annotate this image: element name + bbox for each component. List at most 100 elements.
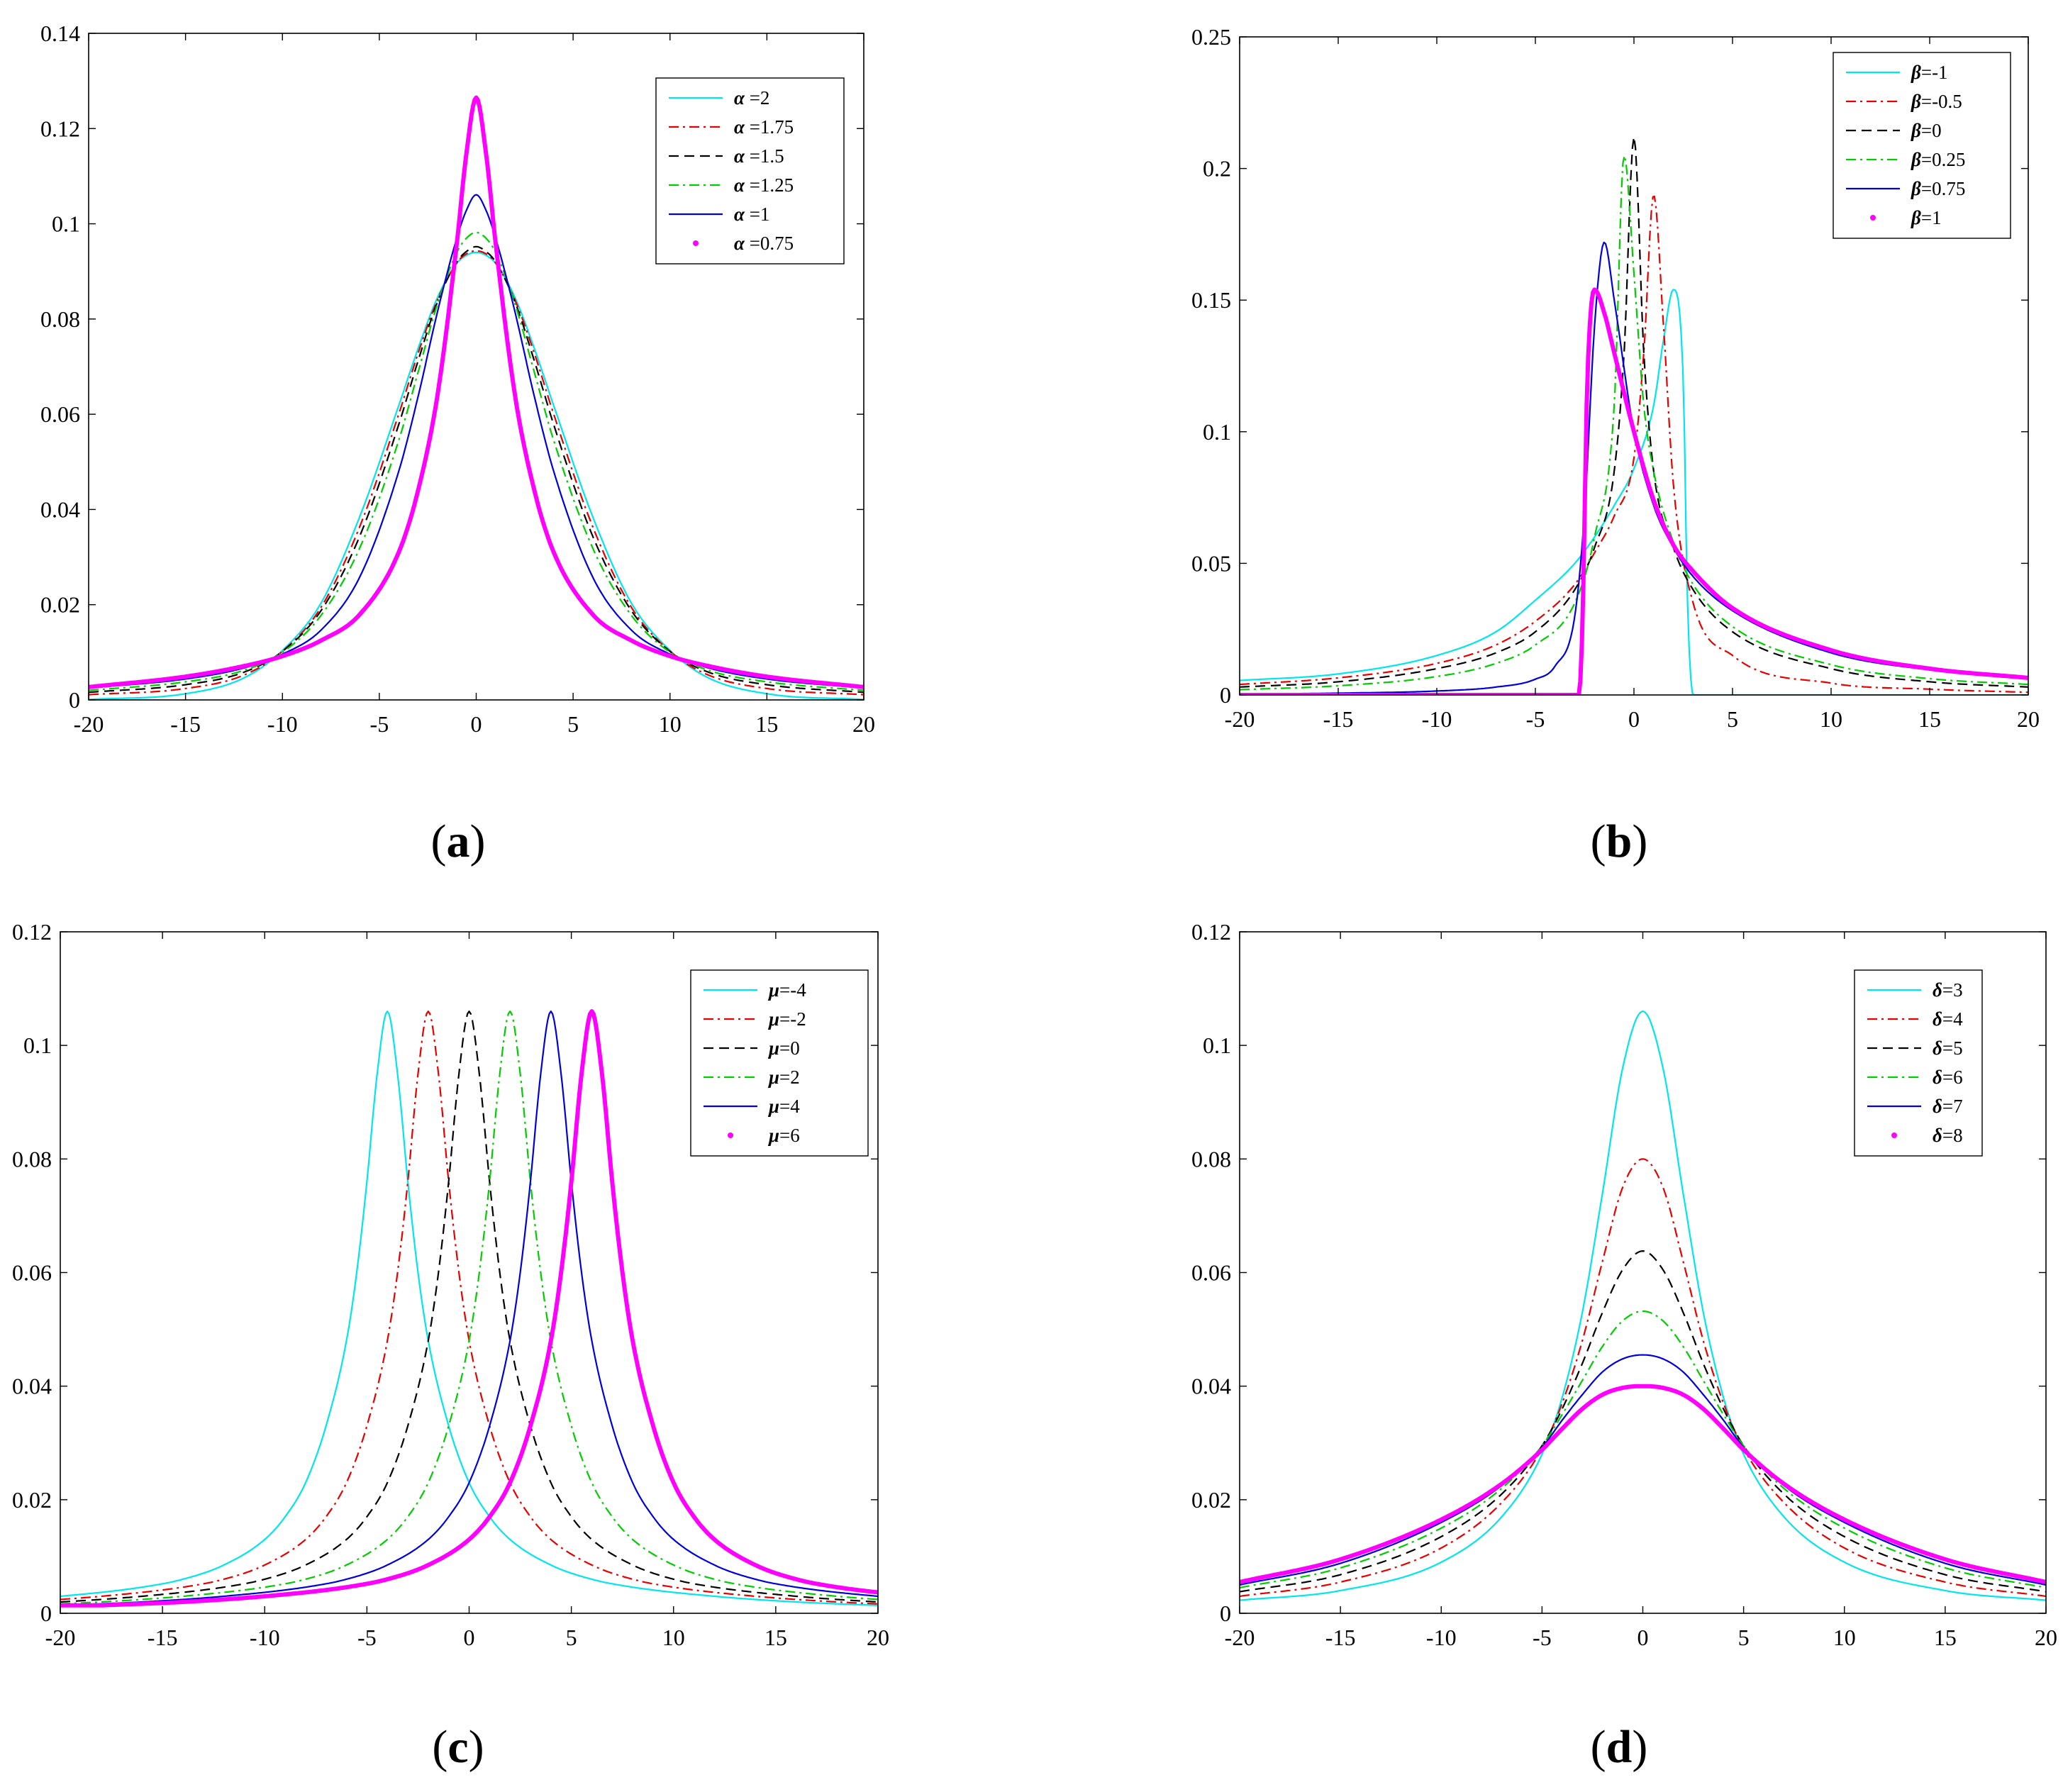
legend-value: =6 (1942, 1067, 1963, 1088)
legend-entry: α =0.75 (734, 233, 794, 254)
legend-marker (1870, 215, 1876, 221)
x-tick-label: -5 (1533, 1625, 1552, 1650)
legend-symbol: μ (767, 1037, 779, 1059)
series-line-2 (1240, 1158, 2046, 1598)
series-line-1 (89, 251, 864, 700)
series-line-6 (60, 1009, 878, 1608)
legend-entry: α =1.75 (734, 116, 794, 138)
legend-entry: μ=6 (767, 1125, 800, 1146)
legend: α =2α =1.75α =1.5α =1.25α =1α =0.75 (655, 77, 845, 265)
legend-symbol: α (734, 204, 745, 225)
legend-value: =6 (779, 1125, 800, 1146)
y-tick-label: 0.12 (40, 116, 80, 141)
legend-value: =0 (779, 1037, 800, 1059)
legend-value: =1 (745, 204, 769, 225)
y-tick-label: 0.06 (1191, 1260, 1231, 1286)
legend-value: =0 (1921, 120, 1942, 141)
y-tick-label: 0 (1220, 1601, 1231, 1626)
legend-entry: μ=2 (767, 1067, 800, 1088)
series-line-4 (1240, 155, 2028, 691)
x-tick-label: -5 (357, 1625, 377, 1650)
legend-value: =4 (779, 1096, 800, 1117)
legend-value: =5 (1942, 1037, 1963, 1059)
y-tick-label: 0.1 (52, 211, 80, 237)
chart-a: -20 -15 -10 -5 0 5 10 15 20 0 0.02 0.04 0.06 0.08 0.1 0… (40, 21, 875, 867)
y-tick-label: 0.1 (1203, 1033, 1231, 1058)
series-line-6 (1240, 1384, 2046, 1584)
y-tick-label: 0.25 (1191, 24, 1231, 50)
x-tick-label: 0 (464, 1625, 475, 1650)
legend-value: =8 (1942, 1125, 1963, 1146)
x-tick-label: 10 (659, 711, 682, 737)
legend-value: =4 (1942, 1008, 1963, 1030)
x-tick-label: 5 (1727, 706, 1738, 732)
subfigure-caption: (c) (432, 1721, 484, 1773)
legend-symbol: β (1911, 91, 1921, 112)
legend-entry: β=0 (1911, 120, 1942, 141)
legend-entry: β=1 (1911, 207, 1942, 228)
legend-marker (693, 240, 699, 246)
legend-value: =-0.5 (1921, 91, 1962, 112)
legend-entry: α =1 (734, 204, 769, 225)
legend-value: =1.75 (745, 116, 794, 138)
legend-symbol: μ (767, 1008, 779, 1030)
x-tick-label: -20 (1225, 706, 1255, 732)
x-tick-label: -15 (170, 711, 201, 737)
series-line-3 (1240, 1250, 2046, 1593)
series-line-5 (60, 1010, 878, 1606)
legend-value: =7 (1942, 1096, 1963, 1117)
legend-symbol: α (734, 87, 745, 108)
y-tick-label: 0.04 (12, 1374, 52, 1399)
x-tick-label: 20 (852, 711, 875, 737)
y-tick-label: 0.05 (1191, 550, 1231, 576)
subfigure-caption: (a) (431, 816, 486, 867)
y-tick-label: 0.02 (1191, 1487, 1231, 1513)
legend-marker (728, 1132, 733, 1138)
series-line-5 (89, 194, 864, 689)
y-tick-label: 0.1 (23, 1033, 52, 1058)
plot-area (60, 1009, 878, 1608)
legend-value: =-1 (1921, 62, 1948, 83)
x-tick-label: -5 (370, 711, 389, 737)
series-line-4 (1240, 1310, 2046, 1589)
legend: μ=-4μ=-2μ=0μ=2μ=4μ=6 (690, 969, 869, 1157)
legend-value: =0.75 (745, 233, 794, 254)
legend-entry: α =1.5 (734, 145, 784, 167)
legend-symbol: α (734, 145, 745, 167)
legend-value: =1.25 (745, 174, 794, 196)
legend-marker (1891, 1132, 1897, 1138)
x-tick-label: 20 (867, 1625, 889, 1650)
y-tick-label: 0.15 (1191, 287, 1231, 313)
x-tick-label: 10 (1820, 706, 1842, 732)
x-tick-label: 10 (662, 1625, 685, 1650)
plot-area (1240, 1010, 2046, 1601)
y-tick-label: 0.14 (40, 21, 80, 46)
legend-symbol: α (734, 174, 745, 196)
x-tick-label: -20 (1225, 1625, 1255, 1650)
legend-symbol: β (1911, 149, 1921, 170)
x-tick-label: -15 (1323, 706, 1354, 732)
legend-value: =1 (1921, 207, 1942, 228)
series-line-3 (1240, 136, 2028, 688)
legend-symbol: δ (1933, 1037, 1942, 1059)
x-tick-label: 0 (1637, 1625, 1649, 1650)
legend-entry: μ=0 (767, 1037, 800, 1059)
legend-value: =1.5 (745, 145, 784, 167)
series-line-6 (89, 95, 864, 689)
legend-symbol: μ (767, 1125, 779, 1146)
legend-entry: β=0.25 (1911, 149, 1965, 170)
legend-entry: μ=-4 (767, 979, 806, 1001)
subfigure-caption: (b) (1591, 816, 1648, 867)
legend-entry: μ=4 (767, 1096, 800, 1117)
x-tick-label: 20 (2035, 1625, 2057, 1650)
legend-value: =-4 (779, 979, 806, 1001)
y-tick-label: 0.08 (1191, 1146, 1231, 1172)
legend-box (1854, 969, 1983, 1157)
legend-entry: δ=5 (1933, 1037, 1963, 1059)
legend-symbol: δ (1933, 1125, 1942, 1146)
x-tick-label: -15 (1325, 1625, 1356, 1650)
legend-box (1833, 52, 2011, 239)
legend-entry: β=-0.5 (1911, 91, 1962, 112)
legend-box (690, 969, 869, 1157)
